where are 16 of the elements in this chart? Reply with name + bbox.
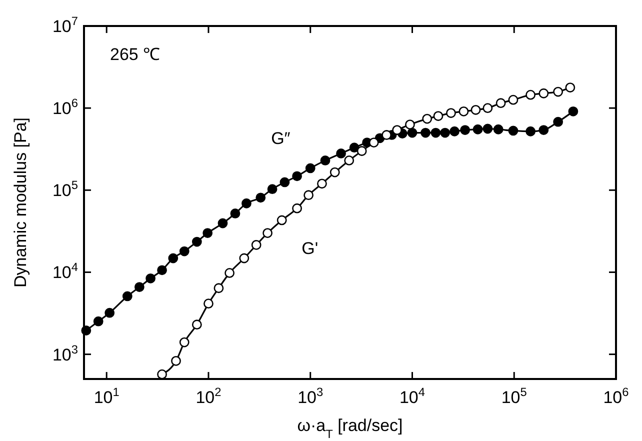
x-axis-title: ω·a$_{T}$ [rad/sec] bbox=[297, 416, 403, 441]
series-label: G' bbox=[302, 239, 318, 258]
y-tick-label: 10$^{7}$ bbox=[52, 14, 78, 36]
x-tick-label: 10$^{6}$ bbox=[603, 385, 630, 407]
y-tick-label: 10$^{4}$ bbox=[52, 260, 78, 282]
x-tick-label: 10$^{4}$ bbox=[399, 385, 426, 407]
x-tick-label: 10$^{1}$ bbox=[94, 385, 120, 407]
x-tick-label: 10$^{5}$ bbox=[501, 385, 528, 407]
series-label: G″ bbox=[271, 129, 290, 148]
x-tick-label: 10$^{3}$ bbox=[298, 385, 324, 407]
text: 265 ℃ bbox=[110, 45, 160, 64]
x-tick-label: 10$^{2}$ bbox=[196, 385, 222, 407]
y-tick-label: 10$^{5}$ bbox=[52, 178, 78, 200]
y-tick-label: 10$^{3}$ bbox=[52, 342, 78, 364]
y-tick-label: 10$^{6}$ bbox=[52, 96, 78, 118]
y-axis-title: Dynamic modulus [Pa] bbox=[11, 117, 30, 288]
